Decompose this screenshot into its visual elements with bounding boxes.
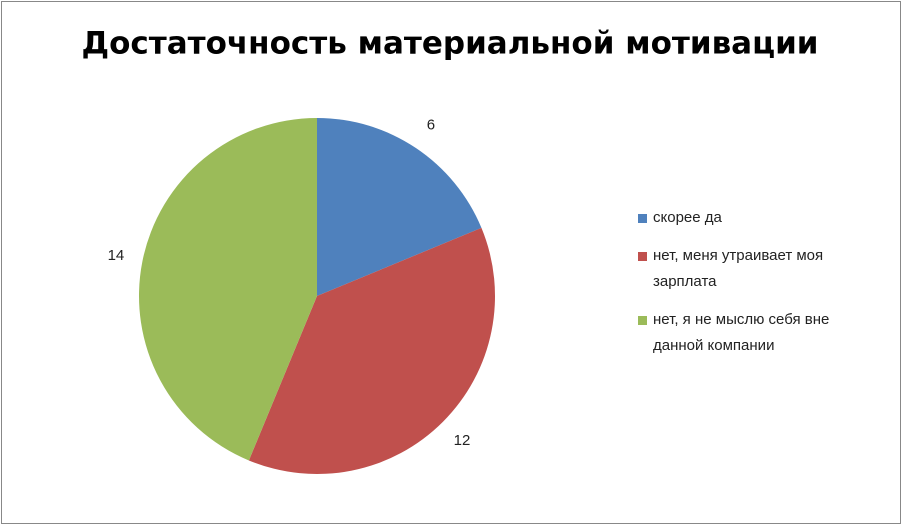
data-label: 6	[427, 117, 435, 134]
legend-item: скорее да	[638, 205, 878, 231]
legend: скорее да нет, меня утраивает моя зарплат…	[638, 205, 878, 371]
chart-title: Достаточность материальной мотивации	[81, 26, 818, 62]
legend-label: нет, меня утраивает моя зарплата	[653, 247, 824, 290]
legend-swatch	[638, 316, 647, 325]
pie-slice	[138, 118, 317, 461]
legend-label: нет, я не мыслю себя вне данной компании	[653, 311, 830, 354]
legend-swatch	[638, 252, 647, 261]
data-label: 14	[108, 247, 125, 264]
pie-slice	[248, 227, 495, 475]
data-label: 12	[454, 432, 471, 449]
legend-label: скорее да	[653, 209, 722, 226]
pie-slice	[317, 118, 482, 296]
legend-swatch	[638, 214, 647, 223]
legend-item: нет, я не мыслю себя вне данной компании	[638, 307, 878, 359]
legend-item: нет, меня утраивает моя зарплата	[638, 243, 878, 295]
